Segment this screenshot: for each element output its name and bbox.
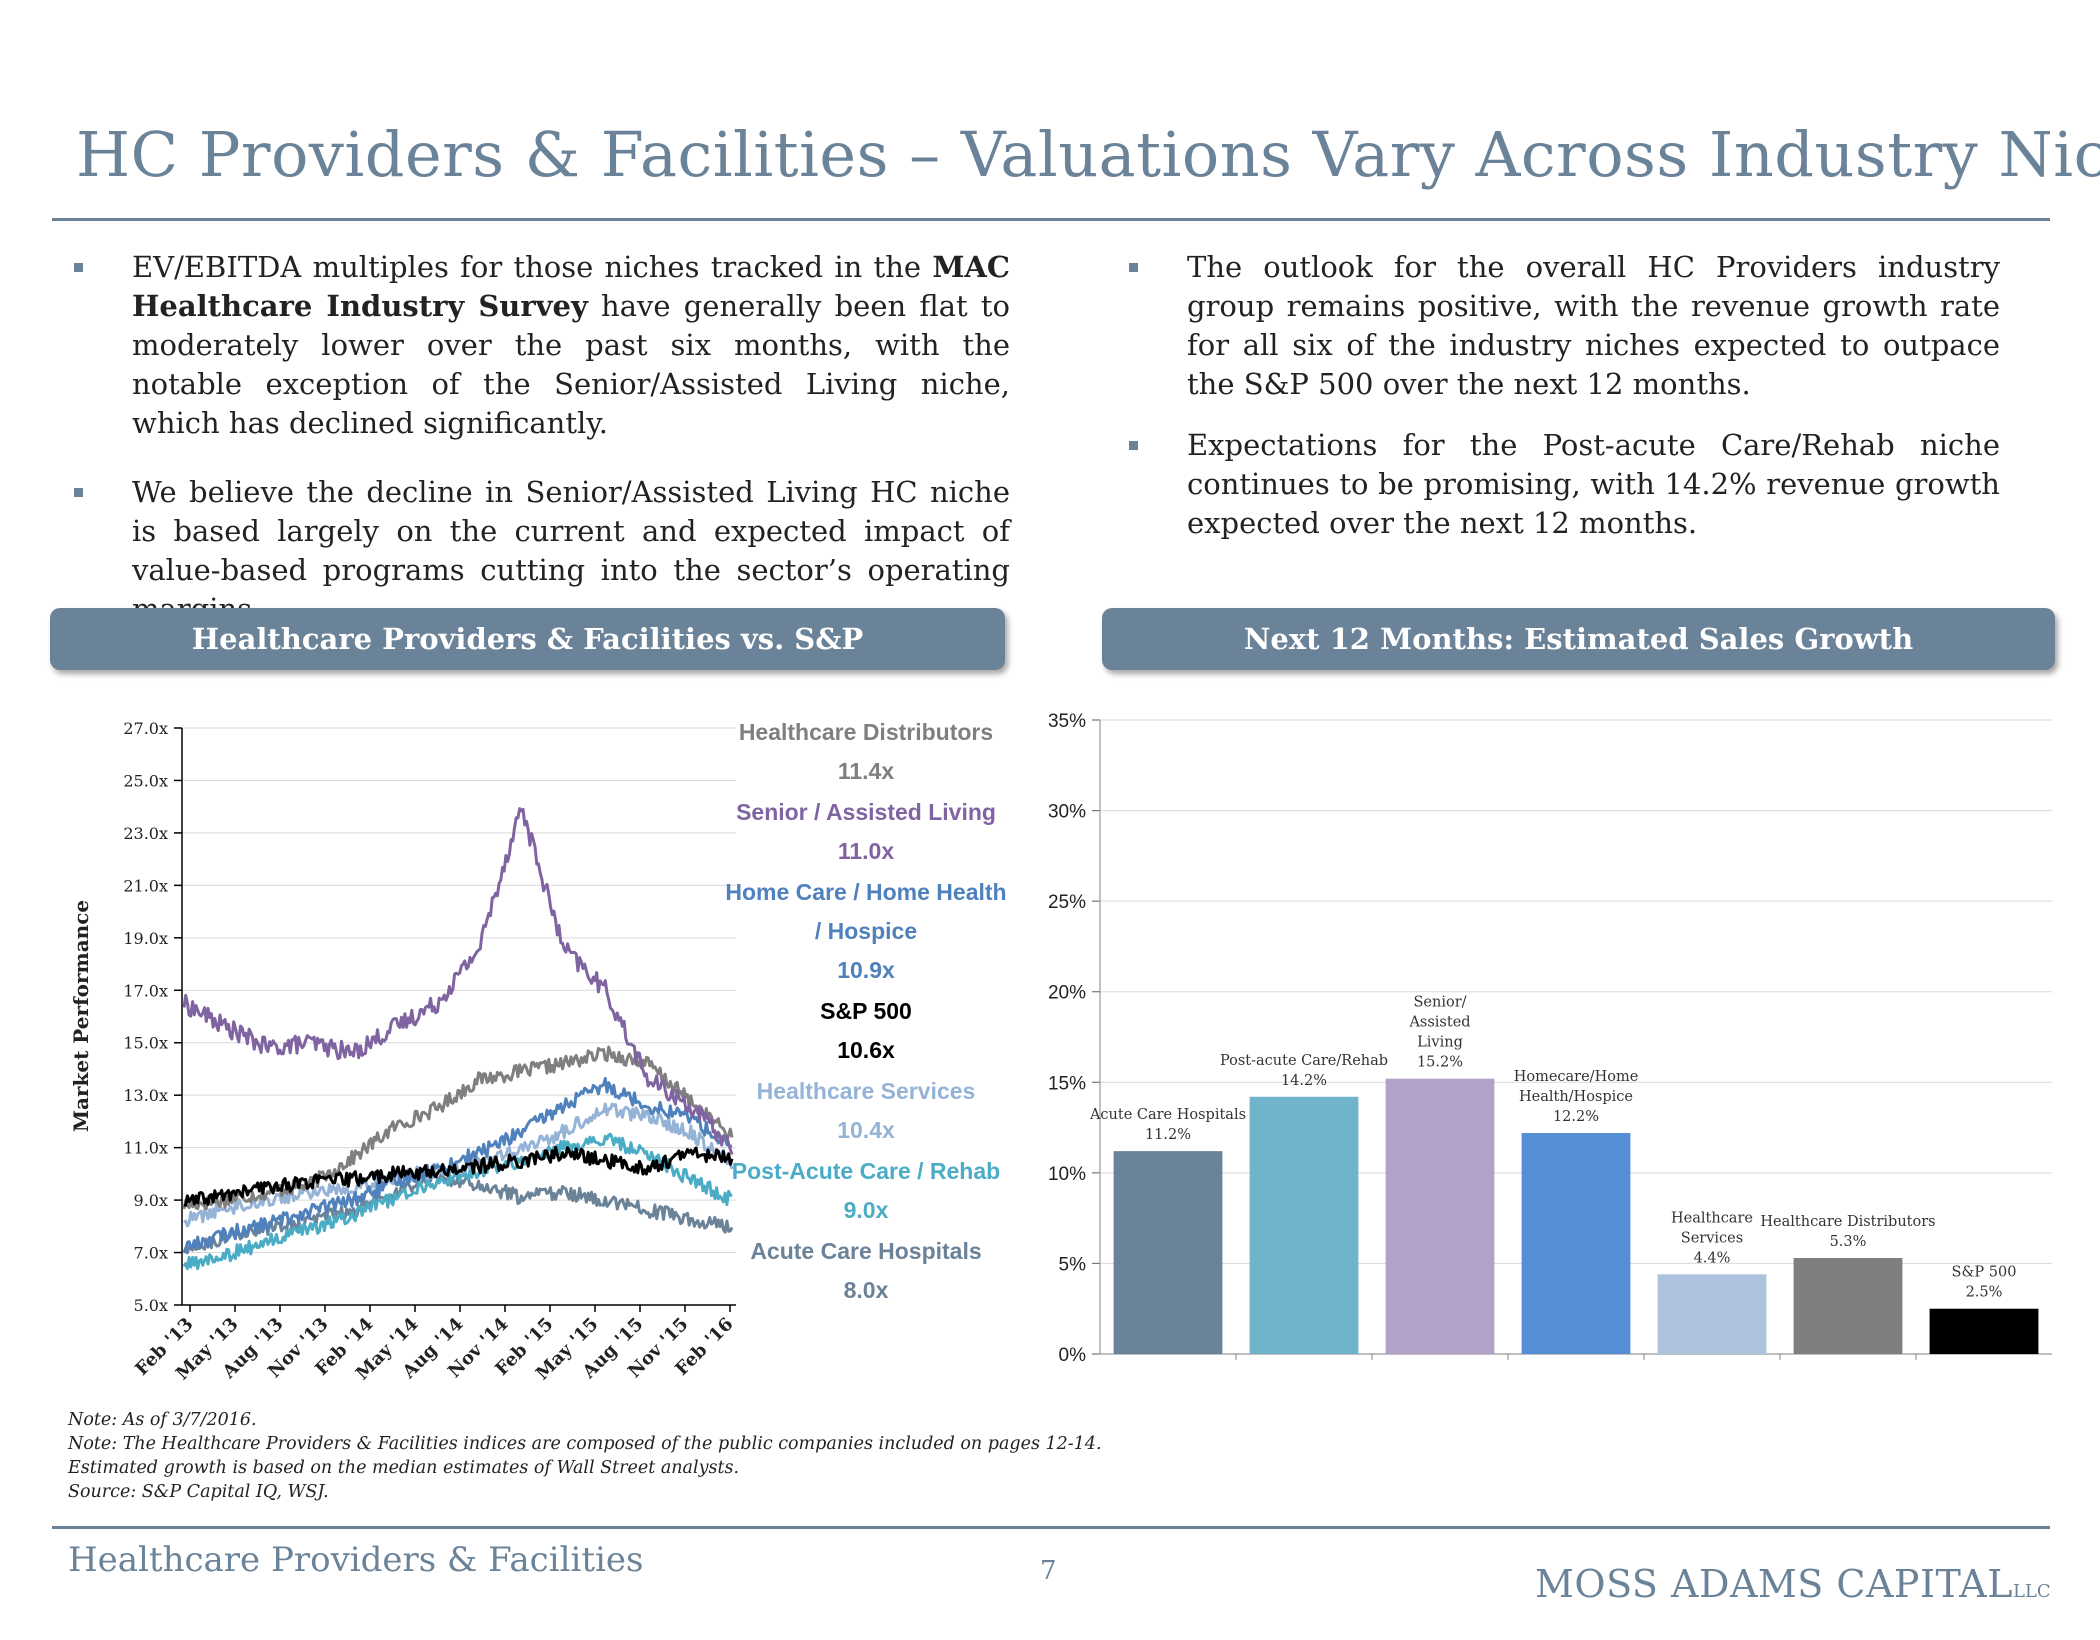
legend-label: Post-Acute Care / Rehab — [732, 1158, 1000, 1184]
y-tick-label: 10% — [1048, 1164, 1086, 1185]
page-title: HC Providers & Facilities – Valuations V… — [76, 118, 2100, 191]
legend-label: Healthcare Distributors — [739, 719, 993, 745]
bullet-emphasis: MAC Healthcare Industry Survey — [132, 250, 1010, 323]
bar-value-label: 15.2% — [1417, 1055, 1463, 1071]
y-tick-label: 13.0x — [123, 1086, 168, 1105]
footer-section-title: Healthcare Providers & Facilities — [68, 1540, 644, 1580]
series-line-home-care-home-health-hospice — [182, 1077, 733, 1254]
note-line: Note: As of 3/7/2016. — [68, 1410, 257, 1430]
y-tick-label: 21.0x — [123, 876, 168, 895]
legend-label: / Hospice — [815, 918, 917, 944]
y-tick-label: 5.0x — [134, 1296, 168, 1315]
bar-category-label: Living — [1417, 1035, 1463, 1051]
legend-value: 10.9x — [837, 957, 895, 983]
bullet-point: EV/EBITDA multiples for those niches tra… — [70, 248, 1010, 443]
bar-category-label: Post-acute Care/Rehab — [1220, 1053, 1388, 1069]
bar-value-label: 12.2% — [1553, 1109, 1599, 1125]
y-tick-label: 5% — [1059, 1254, 1087, 1275]
legend-label: Senior / Assisted Living — [736, 799, 996, 825]
page-number: 7 — [1040, 1556, 1057, 1586]
line-chart-banner: Healthcare Providers & Facilities vs. S&… — [50, 608, 1005, 670]
bar — [1929, 1308, 2039, 1354]
bar-value-label: 2.5% — [1966, 1285, 2003, 1301]
y-tick-label: 19.0x — [123, 929, 168, 948]
bar-category-label: Health/Hospice — [1519, 1089, 1633, 1105]
bar-value-label: 5.3% — [1830, 1234, 1867, 1250]
title-divider — [52, 218, 2050, 221]
legend-value: 11.0x — [838, 838, 894, 864]
bar-category-label: Services — [1681, 1230, 1743, 1246]
legend-label: Healthcare Services — [757, 1078, 976, 1104]
bar — [1657, 1274, 1767, 1354]
bar — [1521, 1133, 1631, 1354]
note-line: Source: S&P Capital IQ, WSJ. — [68, 1482, 329, 1502]
bullet-point: We believe the decline in Senior/Assiste… — [70, 473, 1010, 629]
y-tick-label: 17.0x — [123, 981, 168, 1000]
y-tick-label: 0% — [1059, 1345, 1087, 1366]
bullet-text: Expectations for the Post-acute Care/Reh… — [1187, 428, 2000, 540]
bar-category-label: Acute Care Hospitals — [1089, 1107, 1246, 1123]
y-tick-label: 15% — [1048, 1073, 1086, 1094]
y-tick-label: 20% — [1048, 983, 1086, 1004]
bullet-square-icon — [1129, 263, 1138, 272]
series-line-s-p-500 — [183, 1145, 734, 1207]
series-line-post-acute-care-rehab — [182, 1132, 733, 1271]
y-tick-label: 15.0x — [123, 1034, 168, 1053]
logo-text: MOSS ADAMS CAPITAL — [1535, 1562, 2013, 1606]
bar — [1793, 1257, 1903, 1354]
y-tick-label: 7.0x — [134, 1244, 168, 1263]
y-axis-title: Market Performance — [69, 900, 93, 1132]
y-tick-label: 9.0x — [134, 1191, 168, 1210]
series-line-senior-assisted-living — [182, 807, 734, 1155]
right-bullets: The outlook for the overall HC Providers… — [1125, 248, 2000, 561]
bullet-text: The outlook for the overall HC Providers… — [1187, 250, 2000, 401]
y-tick-label: 25% — [1048, 892, 1086, 913]
bar-category-label: Homecare/Home — [1514, 1069, 1639, 1085]
bar-category-label: S&P 500 — [1952, 1265, 2017, 1281]
logo-suffix: LLC — [2012, 1581, 2051, 1602]
footnotes: Note: As of 3/7/2016. Note: The Healthca… — [68, 1408, 1102, 1504]
bullet-square-icon — [1129, 441, 1138, 450]
bullet-square-icon — [74, 488, 83, 497]
bar-value-label: 11.2% — [1145, 1127, 1191, 1143]
y-tick-label: 27.0x — [123, 719, 168, 738]
legend-value: 9.0x — [844, 1197, 889, 1223]
y-tick-label: 23.0x — [123, 824, 168, 843]
bar — [1113, 1151, 1223, 1354]
legend-label: Home Care / Home Health — [725, 879, 1006, 905]
bar — [1249, 1096, 1359, 1354]
bar-category-label: Healthcare Distributors — [1760, 1214, 1935, 1230]
bar-category-label: Healthcare — [1671, 1210, 1753, 1226]
bullet-text: have generally been flat to moderately l… — [132, 289, 1010, 440]
company-logo: MOSS ADAMS CAPITALLLC — [1535, 1562, 2051, 1606]
y-tick-label: 11.0x — [123, 1139, 168, 1158]
bar-value-label: 14.2% — [1281, 1073, 1327, 1089]
legend-value: 8.0x — [844, 1277, 889, 1303]
legend-value: 10.4x — [837, 1117, 895, 1143]
y-tick-label: 30% — [1048, 802, 1086, 823]
y-tick-label: 25.0x — [123, 771, 168, 790]
bullet-point: Expectations for the Post-acute Care/Reh… — [1125, 426, 2000, 543]
footer-divider — [52, 1526, 2050, 1529]
series-line-healthcare-services — [183, 1102, 734, 1228]
bullet-text: We believe the decline in Senior/Assiste… — [132, 475, 1010, 626]
legend-value: 10.6x — [837, 1037, 895, 1063]
bar-value-label: 4.4% — [1694, 1250, 1731, 1266]
left-bullets: EV/EBITDA multiples for those niches tra… — [70, 248, 1010, 647]
bar — [1385, 1078, 1495, 1354]
legend-label: Acute Care Hospitals — [750, 1238, 981, 1264]
bullet-point: The outlook for the overall HC Providers… — [1125, 248, 2000, 404]
bullet-square-icon — [74, 263, 83, 272]
note-line: Note: The Healthcare Providers & Facilit… — [68, 1434, 1102, 1454]
y-tick-label: 35% — [1048, 711, 1086, 732]
note-line: Estimated growth is based on the median … — [68, 1458, 740, 1478]
legend-label: S&P 500 — [820, 998, 912, 1024]
legend-value: 11.4x — [838, 758, 894, 784]
bar-category-label: Senior/ — [1413, 995, 1466, 1011]
bullet-text: EV/EBITDA multiples for those niches tra… — [132, 250, 933, 284]
bar-category-label: Assisted — [1408, 1015, 1470, 1031]
bar-chart-banner: Next 12 Months: Estimated Sales Growth — [1102, 608, 2055, 670]
